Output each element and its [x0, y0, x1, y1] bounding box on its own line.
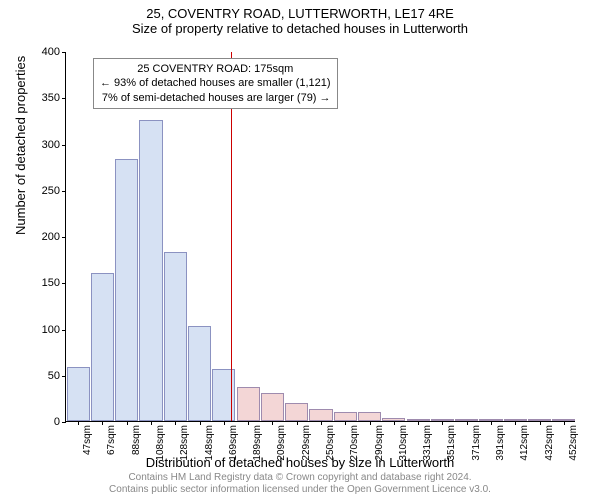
x-tick — [540, 421, 541, 425]
x-tick — [564, 421, 565, 425]
x-tick — [491, 421, 492, 425]
x-tick — [467, 421, 468, 425]
y-tick — [62, 330, 66, 331]
y-tick-label: 150 — [42, 277, 60, 289]
footer: Contains HM Land Registry data © Crown c… — [0, 472, 600, 496]
histogram-bar — [91, 273, 114, 421]
y-axis-label: Number of detached properties — [13, 56, 28, 235]
annotation-line-1: 25 COVENTRY ROAD: 175sqm — [100, 62, 331, 76]
y-tick-label: 100 — [42, 324, 60, 336]
annotation-line-2: ← 93% of detached houses are smaller (1,… — [100, 76, 331, 90]
title-line-1: 25, COVENTRY ROAD, LUTTERWORTH, LE17 4RE — [0, 6, 600, 21]
y-tick — [62, 376, 66, 377]
chart-area: 05010015020025030035040047sqm67sqm88sqm1… — [65, 52, 575, 422]
title-line-2: Size of property relative to detached ho… — [0, 21, 600, 36]
histogram-bar — [67, 367, 90, 421]
histogram-bar — [261, 393, 284, 421]
y-tick — [62, 237, 66, 238]
x-tick — [297, 421, 298, 425]
annotation-line-3: 7% of semi-detached houses are larger (7… — [100, 91, 331, 105]
histogram-bar — [164, 252, 187, 421]
y-tick-label: 0 — [54, 416, 60, 428]
histogram-bar — [115, 159, 138, 421]
x-tick-label: 67sqm — [106, 425, 117, 455]
footer-line-2: Contains public sector information licen… — [0, 484, 600, 496]
y-tick-label: 300 — [42, 139, 60, 151]
x-tick — [151, 421, 152, 425]
x-tick — [394, 421, 395, 425]
histogram-bar — [139, 120, 162, 421]
y-tick-label: 400 — [42, 46, 60, 58]
x-tick-label: 88sqm — [131, 425, 142, 455]
histogram-bar — [358, 412, 381, 421]
title-block: 25, COVENTRY ROAD, LUTTERWORTH, LE17 4RE… — [0, 0, 600, 38]
histogram-bar — [237, 387, 260, 421]
x-tick — [321, 421, 322, 425]
x-tick — [370, 421, 371, 425]
footer-line-1: Contains HM Land Registry data © Crown c… — [0, 472, 600, 484]
y-tick — [62, 422, 66, 423]
x-tick — [515, 421, 516, 425]
histogram-bar — [188, 326, 211, 421]
y-tick — [62, 98, 66, 99]
y-tick — [62, 52, 66, 53]
y-tick — [62, 191, 66, 192]
x-tick — [418, 421, 419, 425]
y-tick-label: 200 — [42, 231, 60, 243]
y-tick-label: 250 — [42, 185, 60, 197]
x-tick — [200, 421, 201, 425]
x-tick — [127, 421, 128, 425]
x-tick — [272, 421, 273, 425]
x-tick — [78, 421, 79, 425]
x-tick — [224, 421, 225, 425]
x-tick — [102, 421, 103, 425]
histogram-bar — [309, 409, 332, 421]
x-tick — [442, 421, 443, 425]
y-tick — [62, 145, 66, 146]
histogram-bar — [334, 412, 357, 421]
x-tick — [248, 421, 249, 425]
x-axis-label: Distribution of detached houses by size … — [0, 455, 600, 470]
histogram-bar — [285, 403, 308, 421]
annotation-box: 25 COVENTRY ROAD: 175sqm ← 93% of detach… — [93, 58, 338, 109]
chart-container: 25, COVENTRY ROAD, LUTTERWORTH, LE17 4RE… — [0, 0, 600, 500]
x-tick — [345, 421, 346, 425]
x-tick — [175, 421, 176, 425]
y-tick — [62, 283, 66, 284]
y-tick-label: 350 — [42, 92, 60, 104]
y-tick-label: 50 — [48, 370, 60, 382]
x-tick-label: 47sqm — [82, 425, 93, 455]
